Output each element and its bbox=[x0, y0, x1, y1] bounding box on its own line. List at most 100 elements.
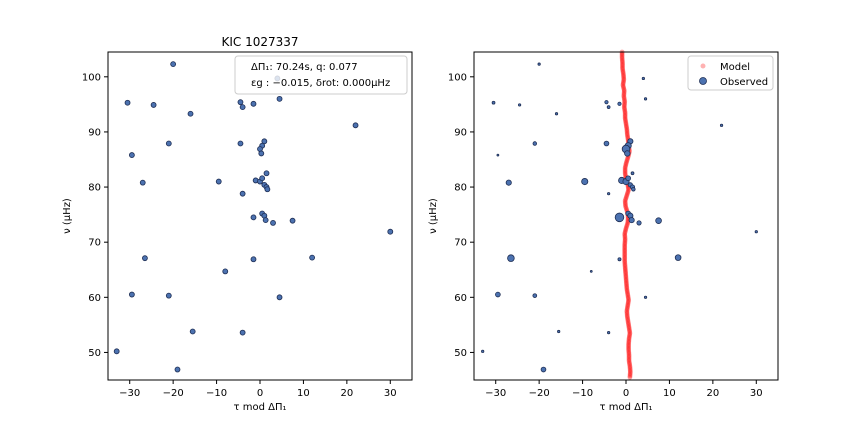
right-model-point bbox=[622, 241, 628, 246]
right-plot-frame bbox=[473, 51, 779, 381]
legend-observed-label: Observed bbox=[720, 77, 768, 88]
right-model-point bbox=[622, 110, 628, 116]
left-observed-point bbox=[128, 291, 135, 298]
right-model-point bbox=[626, 355, 632, 361]
right-observed-point bbox=[481, 349, 485, 353]
right-model-point bbox=[625, 293, 631, 299]
right-observed-point bbox=[554, 112, 559, 116]
left-observed-point bbox=[289, 217, 296, 224]
right-model-point bbox=[622, 111, 628, 117]
left-observed-point bbox=[165, 140, 172, 147]
right-model-point bbox=[622, 242, 628, 248]
right-model-point bbox=[624, 285, 630, 291]
right-model-point bbox=[621, 103, 627, 109]
right-model-point bbox=[624, 305, 630, 311]
right-model-point bbox=[622, 254, 628, 260]
right-model-point bbox=[621, 90, 627, 96]
right-model-point bbox=[623, 163, 628, 169]
right-model-point bbox=[624, 221, 630, 227]
right-model-point bbox=[627, 362, 633, 368]
right-model-point bbox=[622, 230, 628, 235]
right-model-point bbox=[624, 282, 629, 288]
right-model-point bbox=[626, 325, 632, 331]
right-model-point bbox=[622, 106, 627, 111]
right-observed-points bbox=[481, 62, 758, 373]
right-observed-point bbox=[617, 101, 622, 106]
left-observed-point bbox=[139, 179, 146, 186]
right-x-tick-label: −30 bbox=[485, 388, 506, 399]
right-model-point bbox=[624, 281, 629, 286]
right-observed-point bbox=[603, 140, 610, 147]
right-model-point bbox=[622, 172, 628, 178]
left-observed-point bbox=[189, 328, 196, 335]
left-observed-point bbox=[250, 100, 257, 107]
right-observed-point bbox=[517, 103, 522, 107]
left-y-tick-label: 70 bbox=[88, 238, 101, 249]
right-observed-point bbox=[617, 257, 622, 262]
left-observed-point bbox=[124, 99, 131, 106]
right-y-axis-label: ν (μHz) bbox=[428, 198, 439, 234]
left-observed-point bbox=[276, 95, 283, 102]
right-model-point bbox=[627, 366, 633, 372]
right-model-point bbox=[626, 358, 632, 364]
right-x-tick-label: −20 bbox=[529, 388, 550, 399]
left-observed-point bbox=[174, 366, 181, 373]
right-model-point bbox=[620, 60, 625, 66]
right-model-point bbox=[625, 292, 631, 297]
right-y-tick-label: 70 bbox=[454, 238, 467, 249]
right-model-point bbox=[623, 118, 628, 124]
left-x-tick-label: 0 bbox=[257, 388, 263, 399]
left-observed-point bbox=[187, 110, 194, 117]
right-model-point bbox=[622, 107, 628, 113]
right-model-point bbox=[624, 128, 630, 133]
right-model-point bbox=[627, 367, 633, 373]
right-model-point bbox=[622, 238, 628, 244]
legend: Model Observed bbox=[687, 55, 774, 91]
right-model-point bbox=[626, 343, 632, 348]
right-observed-point bbox=[636, 220, 642, 226]
left-observed-point bbox=[128, 152, 135, 158]
right-model-point bbox=[621, 88, 627, 93]
right-observed-point bbox=[628, 217, 635, 224]
right-model-point bbox=[623, 274, 629, 280]
left-observed-point bbox=[237, 99, 244, 106]
left-observed-point bbox=[270, 219, 276, 226]
left-x-tick-label: −30 bbox=[119, 388, 140, 399]
left-axes: −30 −20 −10 0 10 20 30 50 60 70 80 90 100 bbox=[82, 72, 397, 399]
right-model-point bbox=[622, 243, 628, 249]
right-model-point bbox=[619, 56, 625, 62]
right-model-point bbox=[624, 192, 630, 198]
right-model-point bbox=[624, 308, 630, 314]
right-model-point bbox=[624, 126, 630, 132]
left-observed-point bbox=[258, 150, 265, 157]
right-model-point bbox=[622, 239, 628, 245]
right-observed-point bbox=[624, 150, 631, 157]
right-y-tick-label: 100 bbox=[448, 72, 467, 83]
right-model-point bbox=[625, 321, 631, 326]
right-model-point bbox=[622, 168, 628, 173]
right-model-point bbox=[623, 276, 629, 282]
right-observed-point bbox=[589, 270, 593, 273]
left-observed-point bbox=[262, 217, 269, 224]
left-x-tick-label: −20 bbox=[163, 388, 184, 399]
left-plot-frame bbox=[107, 51, 413, 381]
right-observed-point bbox=[641, 76, 645, 81]
right-model-point bbox=[626, 339, 632, 344]
right-model-point bbox=[620, 84, 626, 89]
right-model-point bbox=[624, 314, 630, 320]
right-model-point bbox=[626, 344, 632, 350]
right-x-tick-label: 10 bbox=[663, 388, 676, 399]
right-model-point bbox=[626, 322, 632, 328]
right-model-point bbox=[621, 96, 627, 102]
left-observed-point bbox=[263, 170, 270, 177]
right-model-point bbox=[626, 350, 632, 355]
right-y-tick-label: 60 bbox=[454, 293, 467, 304]
right-model-point bbox=[623, 271, 629, 277]
right-model-point bbox=[627, 333, 632, 339]
right-model-point bbox=[622, 263, 628, 269]
right-model-point bbox=[619, 52, 625, 58]
right-model-point bbox=[624, 124, 629, 129]
right-model-point bbox=[622, 117, 628, 122]
left-panel: KIC 1027337 −30 −20 −10 0 10 20 30 50 60 70 80 90 10… bbox=[62, 35, 413, 413]
right-observed-point bbox=[606, 105, 611, 109]
